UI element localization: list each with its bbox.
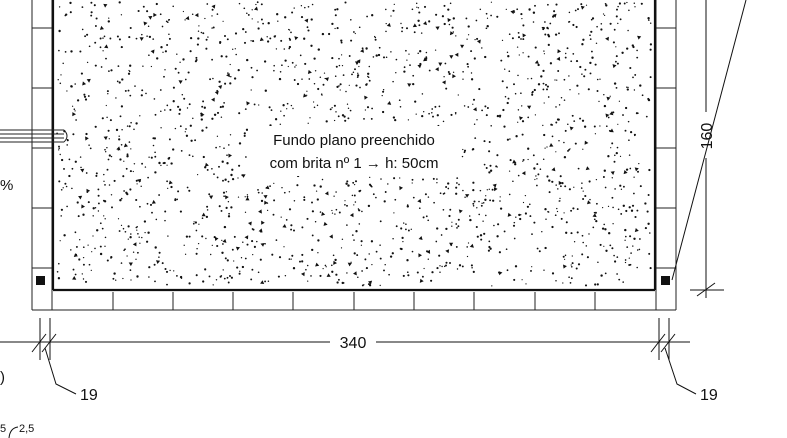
left-corner-mark [36,276,45,285]
right-wall [655,0,677,290]
fill-label-background [248,126,460,176]
partial-bottom-annotation: 5 2,5 [0,423,34,438]
width-dimension-line [0,318,690,360]
inlet-pipe [0,129,68,143]
right-wall-dimension-text: 19 [700,387,718,404]
partial-bottom-superscript: 2,5 [19,423,34,435]
fill-label-line-1: Fundo plano preenchido [273,132,435,149]
gravel-fill-texture [56,1,653,287]
width-dimension-text: 340 [340,335,367,352]
height-dimension-line [690,0,724,298]
partial-bottom-text: 5 [0,423,6,435]
diagonal-leader-line [671,0,747,281]
wall-thickness-leaders [44,347,697,395]
left-wall-dimension-text: 19 [80,387,98,404]
tank-inner-outline [51,0,657,292]
left-wall [31,0,53,290]
fill-label-line-2: com brita nº 1 → h: 50cm [270,155,439,172]
partial-left-paren: ) [0,369,5,386]
partial-left-percent: % [0,177,13,194]
right-corner-mark [661,276,670,285]
bottom-brick-row [31,290,677,311]
